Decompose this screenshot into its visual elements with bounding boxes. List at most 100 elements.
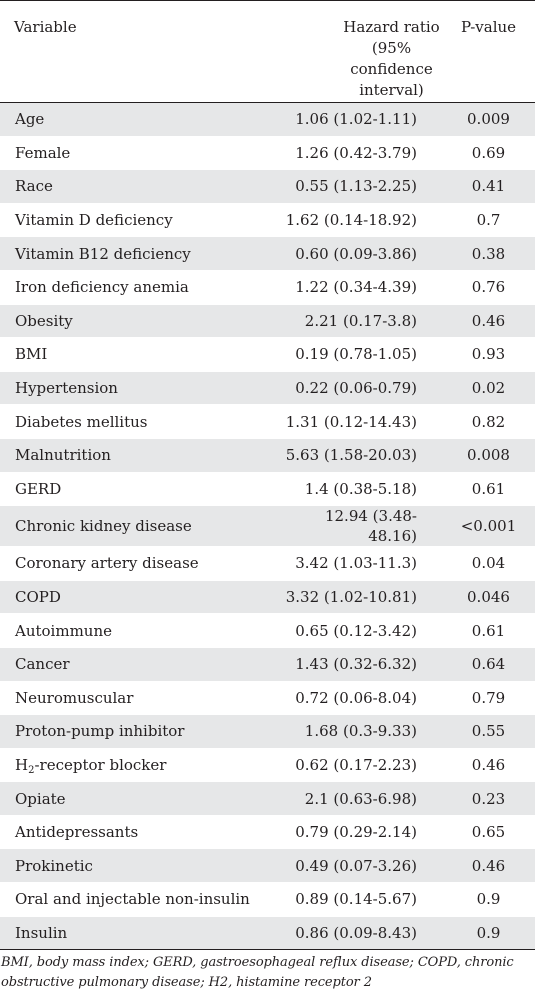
cell-hazard-ratio: 0.79 (0.29-2.14) bbox=[280, 814, 442, 849]
cell-hazard-ratio: 1.06 (1.02-1.11) bbox=[280, 102, 442, 137]
cell-hazard-ratio: 1.22 (0.34-4.39) bbox=[280, 269, 442, 305]
table-row: Opiate 2.1 (0.63-6.98) 0.23 bbox=[0, 781, 535, 816]
cell-variable: GERD bbox=[0, 471, 280, 506]
cell-hazard-ratio: 3.42 (1.03-11.3) bbox=[280, 546, 442, 581]
table-row: Antidepressants 0.79 (0.29-2.14) 0.65 bbox=[0, 814, 535, 849]
cell-p-value: 0.7 bbox=[442, 202, 535, 237]
table-row: BMI 0.19 (0.78-1.05) 0.93 bbox=[0, 337, 535, 372]
table-row: Prokinetic 0.49 (0.07-3.26) 0.46 bbox=[0, 848, 535, 883]
cell-hazard-ratio: 2.21 (0.17-3.8) bbox=[280, 303, 442, 338]
cell-hazard-ratio: 5.63 (1.58-20.03) bbox=[280, 437, 442, 473]
table-row: Hypertension 0.22 (0.06-0.79) 0.02 bbox=[0, 370, 535, 405]
header-hazard-ratio-line2: (95% confidence bbox=[350, 39, 433, 78]
table-footnote: BMI, body mass index; GERD, gastroesopha… bbox=[1, 955, 514, 991]
cell-hazard-ratio: 0.65 (0.12-3.42) bbox=[280, 613, 442, 648]
cell-hazard-ratio: 1.43 (0.32-6.32) bbox=[280, 646, 442, 681]
table-row: Coronary artery disease 3.42 (1.03-11.3) 0… bbox=[0, 546, 535, 581]
cell-p-value: 0.61 bbox=[442, 613, 535, 648]
cell-p-value: 0.82 bbox=[442, 404, 535, 439]
cell-variable: Obesity bbox=[0, 303, 280, 338]
cell-hazard-ratio: 1.31 (0.12-14.43) bbox=[280, 404, 442, 439]
table-row: Proton-pump inhibitor 1.68 (0.3-9.33) 0.55 bbox=[0, 714, 535, 749]
cell-p-value: 0.61 bbox=[442, 471, 535, 506]
table-row: Insulin 0.86 (0.09-8.43) 0.9 bbox=[0, 915, 535, 951]
cell-hazard-ratio: 0.22 (0.06-0.79) bbox=[280, 370, 442, 405]
table-row: Obesity 2.21 (0.17-3.8) 0.46 bbox=[0, 303, 535, 338]
cell-p-value: 0.46 bbox=[442, 848, 535, 883]
cell-variable-with-subscript: H2-receptor blocker bbox=[0, 747, 280, 782]
table-row: Vitamin B12 deficiency 0.60 (0.09-3.86) 0.… bbox=[0, 236, 535, 271]
table-row: Diabetes mellitus 1.31 (0.12-14.43) 0.82 bbox=[0, 404, 535, 439]
header-hazard-ratio-line1: Hazard ratio bbox=[343, 18, 440, 36]
cell-variable: Vitamin B12 deficiency bbox=[0, 236, 280, 271]
cell-p-value: 0.38 bbox=[442, 236, 535, 271]
table-body: Age 1.06 (1.02-1.11) 0.009 Female 1.26 (0.42… bbox=[0, 102, 535, 951]
cell-variable-prefix: H bbox=[15, 755, 29, 774]
cell-hazard-ratio: 2.1 (0.63-6.98) bbox=[280, 781, 442, 816]
cell-hazard-ratio: 0.60 (0.09-3.86) bbox=[280, 236, 442, 271]
cell-variable: Autoimmune bbox=[0, 613, 280, 648]
cell-hazard-ratio: 0.55 (1.13-2.25) bbox=[280, 169, 442, 204]
cell-hazard-ratio: 0.62 (0.17-2.23) bbox=[280, 747, 442, 782]
cell-p-value: 0.46 bbox=[442, 747, 535, 782]
cell-p-value: 0.02 bbox=[442, 370, 535, 405]
table-row: Iron deficiency anemia 1.22 (0.34-4.39) 0.… bbox=[0, 269, 535, 305]
hazard-ratio-table: Variable Hazard ratio (95% confidence in… bbox=[0, 0, 535, 951]
table-row: H2-receptor blocker 0.62 (0.17-2.23) 0.46 bbox=[0, 747, 535, 782]
cell-p-value: 0.9 bbox=[442, 882, 535, 917]
cell-variable: Age bbox=[0, 102, 280, 137]
cell-variable: COPD bbox=[0, 579, 280, 614]
cell-hazard-ratio: 0.49 (0.07-3.26) bbox=[280, 848, 442, 883]
table-row: Oral and injectable non-insulin 0.89 (0.1… bbox=[0, 882, 535, 917]
header-p-value: P-value bbox=[442, 0, 535, 103]
cell-variable: Female bbox=[0, 135, 280, 170]
cell-hazard-ratio: 3.32 (1.02-10.81) bbox=[280, 579, 442, 614]
table-row: Chronic kidney disease 12.94 (3.48-48.16)… bbox=[0, 505, 535, 547]
cell-p-value: 0.046 bbox=[442, 579, 535, 614]
cell-p-value: 0.9 bbox=[442, 915, 535, 951]
cell-variable-suffix: -receptor blocker bbox=[34, 755, 167, 774]
table-header: Variable Hazard ratio (95% confidence in… bbox=[0, 0, 535, 103]
cell-hazard-ratio: 1.62 (0.14-18.92) bbox=[280, 202, 442, 237]
cell-variable: Insulin bbox=[0, 915, 280, 951]
cell-variable: Cancer bbox=[0, 646, 280, 681]
cell-variable: Proton-pump inhibitor bbox=[0, 714, 280, 749]
cell-variable: Opiate bbox=[0, 781, 280, 816]
cell-variable: Chronic kidney disease bbox=[0, 505, 280, 547]
cell-p-value: 0.55 bbox=[442, 714, 535, 749]
cell-p-value: 0.65 bbox=[442, 814, 535, 849]
cell-p-value: 0.04 bbox=[442, 546, 535, 581]
cell-hazard-ratio: 1.26 (0.42-3.79) bbox=[280, 135, 442, 170]
cell-p-value: 0.64 bbox=[442, 646, 535, 681]
cell-p-value: 0.009 bbox=[442, 102, 535, 137]
cell-p-value: 0.41 bbox=[442, 169, 535, 204]
cell-p-value: 0.23 bbox=[442, 781, 535, 816]
table-row: Autoimmune 0.65 (0.12-3.42) 0.61 bbox=[0, 613, 535, 648]
cell-p-value: 0.76 bbox=[442, 269, 535, 305]
header-hazard-ratio: Hazard ratio (95% confidence interval) bbox=[280, 0, 442, 103]
cell-p-value: 0.69 bbox=[442, 135, 535, 170]
cell-p-value: 0.46 bbox=[442, 303, 535, 338]
table-row: Cancer 1.43 (0.32-6.32) 0.64 bbox=[0, 646, 535, 681]
cell-hazard-ratio: 1.68 (0.3-9.33) bbox=[280, 714, 442, 749]
header-row: Variable Hazard ratio (95% confidence in… bbox=[0, 0, 535, 103]
table-row: Female 1.26 (0.42-3.79) 0.69 bbox=[0, 135, 535, 170]
cell-variable: Diabetes mellitus bbox=[0, 404, 280, 439]
table-row: Vitamin D deficiency 1.62 (0.14-18.92) 0.7 bbox=[0, 202, 535, 237]
table-row: GERD 1.4 (0.38-5.18) 0.61 bbox=[0, 471, 535, 506]
cell-hazard-ratio: 0.86 (0.09-8.43) bbox=[280, 915, 442, 951]
cell-variable: Malnutrition bbox=[0, 437, 280, 473]
cell-p-value: <0.001 bbox=[442, 505, 535, 547]
header-hazard-ratio-line3: interval) bbox=[359, 81, 424, 99]
cell-hazard-ratio: 0.72 (0.06-8.04) bbox=[280, 680, 442, 715]
cell-p-value: 0.93 bbox=[442, 337, 535, 372]
table-row: Race 0.55 (1.13-2.25) 0.41 bbox=[0, 169, 535, 204]
cell-hazard-ratio: 0.19 (0.78-1.05) bbox=[280, 337, 442, 372]
cell-variable-subscript: 2 bbox=[28, 764, 35, 776]
cell-variable: Oral and injectable non-insulin bbox=[0, 882, 280, 917]
cell-p-value: 0.79 bbox=[442, 680, 535, 715]
table-row: Malnutrition 5.63 (1.58-20.03) 0.008 bbox=[0, 437, 535, 473]
cell-variable: Hypertension bbox=[0, 370, 280, 405]
cell-variable: Iron deficiency anemia bbox=[0, 269, 280, 305]
